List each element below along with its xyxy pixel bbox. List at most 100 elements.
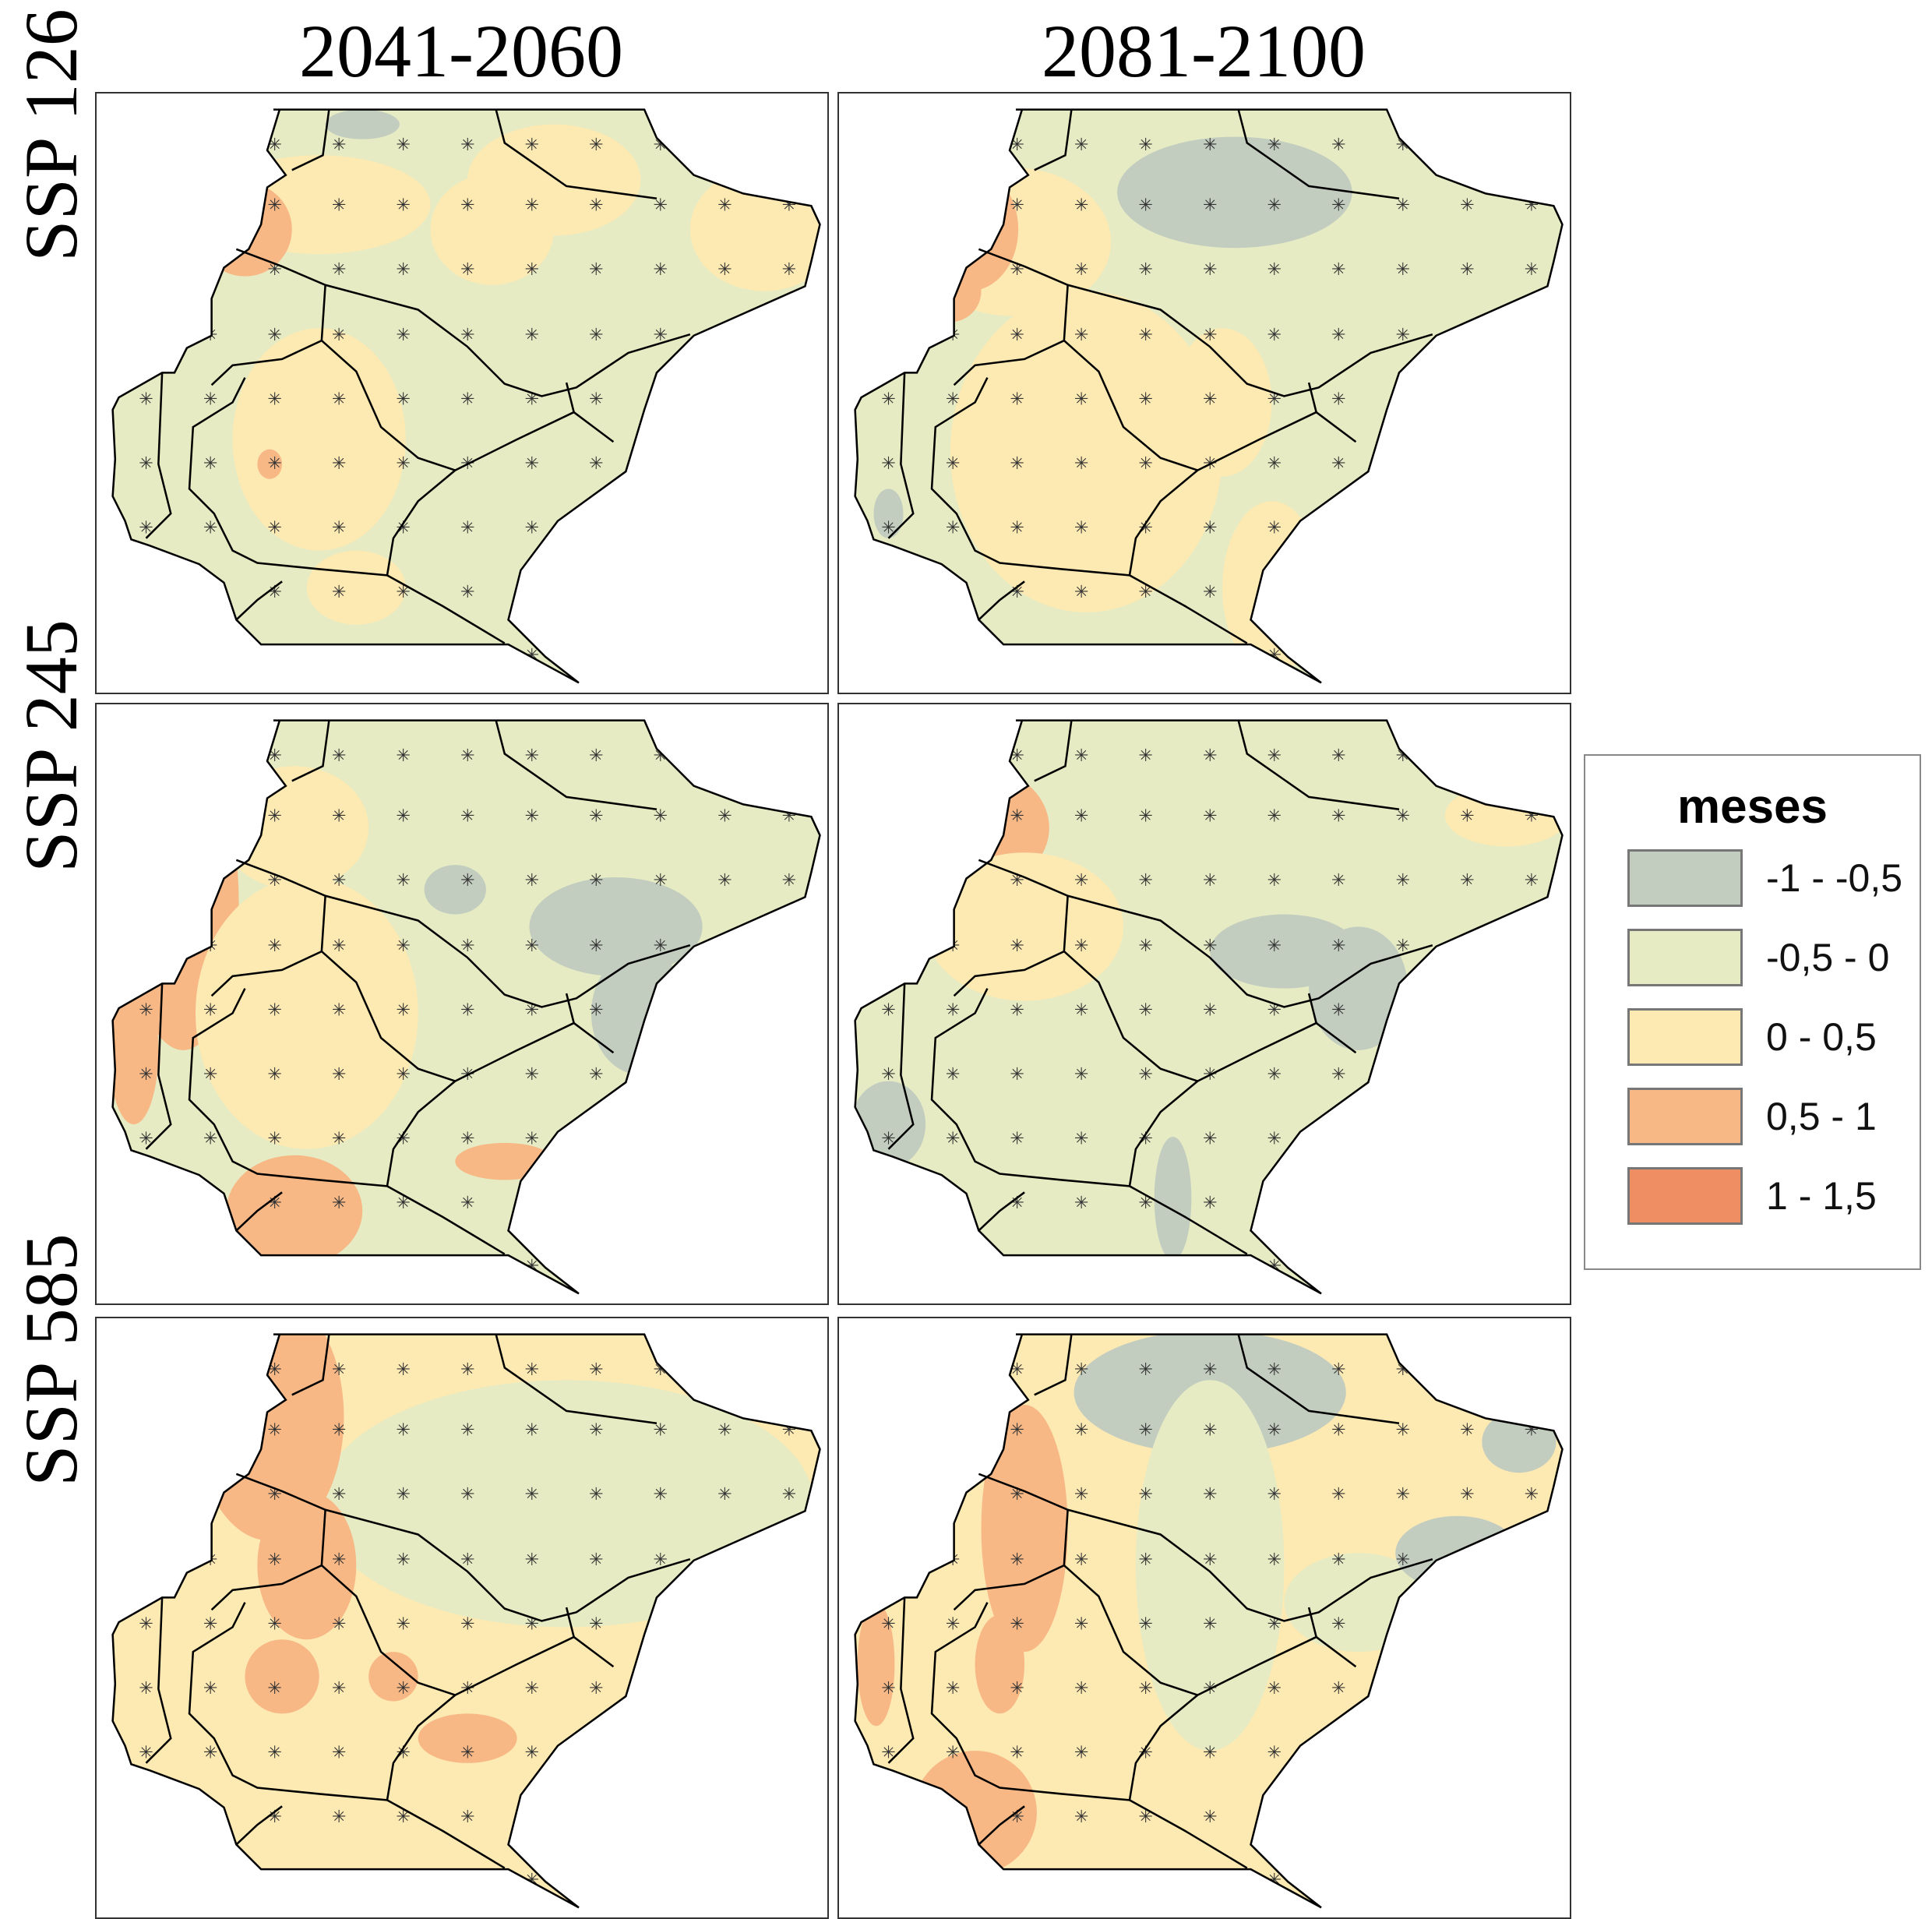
grid-point-marker: ✳ bbox=[203, 1614, 218, 1635]
grid-point-marker: ✳ bbox=[1395, 135, 1410, 155]
grid-point-marker: ✳ bbox=[460, 582, 475, 602]
grid-point-marker: ✳ bbox=[139, 517, 153, 538]
grid-point-marker: ✳ bbox=[1331, 196, 1346, 216]
grid-point-marker: ✳ bbox=[1460, 1064, 1475, 1085]
grid-point-marker: ✳ bbox=[1460, 196, 1475, 216]
grid-point-marker: ✳ bbox=[653, 1550, 668, 1570]
classified-area: ✳ ✳ ✳ ✳ ✳ ✳ ✳ ✳ ✳ ✳ ✳ ✳ ✳ ✳ ✳ ✳ ✳ ✳ ✳ ✳ ✳ ✳ ✳ ✳ ✳ ✳ ✳ ✳ ✳ ✳ ✳ ✳ ✳ ✳ ✳ ✳ ✳ ✳ ✳ ✳… bbox=[112, 720, 820, 1294]
grid-point-marker: ✳ bbox=[1138, 1420, 1153, 1441]
region-border bbox=[386, 574, 506, 644]
grid-point-marker: ✳ bbox=[139, 1550, 153, 1570]
grid-point-marker: ✳ bbox=[653, 1000, 668, 1021]
grid-point-marker: ✳ bbox=[267, 806, 282, 827]
grid-point-marker: ✳ bbox=[203, 453, 218, 474]
grid-point-marker: ✳ bbox=[203, 517, 218, 538]
grid-point-marker: ✳ bbox=[881, 1360, 896, 1380]
grid-point-marker: ✳ bbox=[881, 1550, 896, 1570]
row-title-ssp126: SSP 126 bbox=[9, 9, 93, 262]
grid-point-marker: ✳ bbox=[946, 259, 961, 280]
region-border bbox=[930, 377, 1199, 577]
grid-point-marker: ✳ bbox=[1460, 1000, 1475, 1021]
region-map: ✳ ✳ ✳ ✳ ✳ ✳ ✳ ✳ ✳ ✳ ✳ ✳ ✳ ✳ ✳ ✳ ✳ ✳ ✳ ✳ ✳ ✳ ✳ ✳ ✳ ✳ ✳ ✳ ✳ ✳ ✳ ✳ ✳ ✳ ✳ ✳ ✳ ✳ ✳ ✳… bbox=[111, 1333, 821, 1909]
region-map: ✳ ✳ ✳ ✳ ✳ ✳ ✳ ✳ ✳ ✳ ✳ ✳ ✳ ✳ ✳ ✳ ✳ ✳ ✳ ✳ ✳ ✳ ✳ ✳ ✳ ✳ ✳ ✳ ✳ ✳ ✳ ✳ ✳ ✳ ✳ ✳ ✳ ✳ ✳ ✳… bbox=[111, 108, 821, 684]
grid-point-marker: ✳ bbox=[1460, 1678, 1475, 1699]
grid-point-marker: ✳ bbox=[717, 1870, 732, 1890]
grid-point-marker: ✳ bbox=[524, 1420, 539, 1441]
grid-point-marker: ✳ bbox=[1395, 196, 1410, 216]
grid-point-marker: ✳ bbox=[1138, 1064, 1153, 1085]
legend-swatch bbox=[1627, 929, 1743, 986]
grid-point-marker: ✳ bbox=[1267, 196, 1282, 216]
grid-point-marker: ✳ bbox=[1010, 390, 1024, 410]
grid-point-marker: ✳ bbox=[267, 1256, 282, 1276]
grid-point-marker: ✳ bbox=[267, 325, 282, 345]
grid-point-marker: ✳ bbox=[589, 1807, 604, 1827]
grid-point-marker: ✳ bbox=[717, 1064, 732, 1085]
grid-point-marker: ✳ bbox=[1203, 806, 1218, 827]
region-border bbox=[978, 1805, 1025, 1846]
grid-point-marker: ✳ bbox=[946, 390, 961, 410]
grid-point-marker: ✳ bbox=[1267, 453, 1282, 474]
region-map: ✳ ✳ ✳ ✳ ✳ ✳ ✳ ✳ ✳ ✳ ✳ ✳ ✳ ✳ ✳ ✳ ✳ ✳ ✳ ✳ ✳ ✳ ✳ ✳ ✳ ✳ ✳ ✳ ✳ ✳ ✳ ✳ ✳ ✳ ✳ ✳ ✳ ✳ ✳ ✳… bbox=[854, 1333, 1564, 1909]
legend-item: -1 - -0,5 bbox=[1627, 848, 1902, 908]
grid-point-marker: ✳ bbox=[1524, 196, 1539, 216]
region-border bbox=[291, 1334, 330, 1396]
grid-point-marker: ✳ bbox=[524, 1360, 539, 1380]
grid-point-marker: ✳ bbox=[1074, 1064, 1089, 1085]
grid-point-marker: ✳ bbox=[781, 1128, 796, 1148]
region-border bbox=[1237, 1334, 1400, 1425]
grid-point-marker: ✳ bbox=[946, 746, 961, 766]
grid-point-marker: ✳ bbox=[653, 259, 668, 280]
grid-point-marker: ✳ bbox=[1010, 1870, 1024, 1890]
grid-point-marker: ✳ bbox=[781, 582, 796, 602]
grid-point-marker: ✳ bbox=[267, 1742, 282, 1762]
grid-point-marker: ✳ bbox=[1267, 1360, 1282, 1380]
grid-point-marker: ✳ bbox=[203, 1420, 218, 1441]
grid-point-marker: ✳ bbox=[1395, 746, 1410, 766]
grid-point-marker: ✳ bbox=[589, 1614, 604, 1635]
grid-point-marker: ✳ bbox=[1203, 870, 1218, 891]
grid-point-marker: ✳ bbox=[717, 870, 732, 891]
grid-point-marker: ✳ bbox=[267, 390, 282, 410]
map-outline bbox=[111, 1333, 821, 1909]
grid-point-marker: ✳ bbox=[332, 1420, 347, 1441]
grid-point-marker: ✳ bbox=[1524, 1360, 1539, 1380]
grid-point-marker: ✳ bbox=[1138, 1256, 1153, 1276]
class-zone bbox=[1135, 1380, 1285, 1751]
grid-point-marker: ✳ bbox=[1010, 1614, 1024, 1635]
grid-point-marker: ✳ bbox=[1138, 135, 1153, 155]
grid-point-marker: ✳ bbox=[1267, 1420, 1282, 1441]
grid-point-marker: ✳ bbox=[653, 1420, 668, 1441]
grid-point-marker: ✳ bbox=[396, 1128, 411, 1148]
grid-point-marker: ✳ bbox=[1203, 1000, 1218, 1021]
grid-point-marker: ✳ bbox=[717, 1678, 732, 1699]
class-zone bbox=[919, 260, 982, 323]
grid-point-marker: ✳ bbox=[332, 936, 347, 956]
region-border bbox=[454, 1021, 575, 1082]
grid-point-marker: ✳ bbox=[717, 1128, 732, 1148]
grid-point-marker: ✳ bbox=[781, 1678, 796, 1699]
grid-point-marker: ✳ bbox=[267, 1193, 282, 1213]
grid-point-marker: ✳ bbox=[1524, 806, 1539, 827]
grid-point-marker: ✳ bbox=[139, 1360, 153, 1380]
region-border bbox=[235, 1473, 691, 1622]
grid-point-marker: ✳ bbox=[332, 645, 347, 665]
grid-point-marker: ✳ bbox=[267, 1064, 282, 1085]
grid-point-marker: ✳ bbox=[203, 1128, 218, 1148]
grid-point-marker: ✳ bbox=[1331, 1807, 1346, 1827]
region-border bbox=[978, 248, 1433, 397]
grid-point-marker: ✳ bbox=[1138, 1128, 1153, 1148]
grid-point-marker: ✳ bbox=[881, 1807, 896, 1827]
region-border bbox=[235, 1805, 283, 1846]
grid-point-marker: ✳ bbox=[717, 936, 732, 956]
grid-point-marker: ✳ bbox=[1524, 1742, 1539, 1762]
grid-point-marker: ✳ bbox=[332, 582, 347, 602]
grid-point-marker: ✳ bbox=[1460, 325, 1475, 345]
region-border bbox=[235, 248, 691, 397]
grid-point-marker: ✳ bbox=[1524, 870, 1539, 891]
grid-point-marker: ✳ bbox=[396, 390, 411, 410]
grid-point-marker: ✳ bbox=[589, 645, 604, 665]
grid-point-marker: ✳ bbox=[1524, 453, 1539, 474]
grid-point-marker: ✳ bbox=[1010, 645, 1024, 665]
grid-point-marker: ✳ bbox=[1331, 582, 1346, 602]
